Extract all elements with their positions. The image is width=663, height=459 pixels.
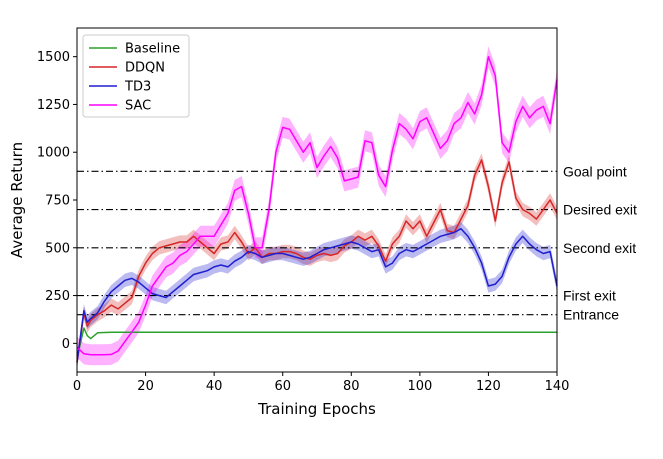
series-line [76, 55, 558, 356]
x-axis-label: Training Epochs [257, 400, 376, 418]
legend-label: SAC [125, 99, 151, 114]
x-tick-label: 0 [73, 379, 81, 394]
x-axis-ticks: 0 20 40 60 80 100 120 140 [73, 372, 570, 394]
reference-label: First exit [563, 288, 616, 304]
y-tick-label: 500 [45, 241, 70, 256]
y-axis-ticks: 0 250 500 750 1000 1250 1500 [37, 50, 77, 352]
y-tick-label: 1000 [37, 146, 70, 161]
legend-label: DDQN [125, 61, 165, 76]
legend-label: Baseline [125, 42, 180, 57]
confidence-bands [77, 46, 557, 370]
x-tick-label: 40 [206, 379, 223, 394]
y-tick-label: 1500 [37, 50, 70, 65]
x-tick-label: 100 [407, 379, 432, 394]
y-tick-label: 250 [45, 289, 70, 304]
y-tick-label: 750 [45, 194, 70, 209]
confidence-band [77, 46, 557, 366]
confidence-band [77, 222, 557, 370]
y-tick-label: 0 [62, 337, 70, 352]
confidence-band [77, 153, 557, 370]
reference-label: Second exit [563, 240, 636, 256]
series-line [76, 159, 558, 363]
y-axis-label: Average Return [8, 142, 26, 258]
y-tick-label: 1250 [37, 98, 70, 113]
x-tick-label: 140 [545, 379, 570, 394]
x-tick-label: 60 [274, 379, 291, 394]
series-lines [76, 55, 558, 363]
reference-label: Desired exit [563, 202, 637, 218]
x-tick-label: 80 [343, 379, 360, 394]
series-line [76, 227, 558, 363]
x-tick-label: 120 [476, 379, 501, 394]
x-tick-label: 20 [137, 379, 154, 394]
series-line [76, 327, 557, 359]
reference-label: Goal point [563, 163, 627, 179]
legend-box [82, 34, 190, 118]
reference-label: Entrance [563, 307, 619, 323]
legend-label: TD3 [124, 80, 151, 95]
reference-labels: Goal point Desired exit Second exit First e… [563, 163, 637, 322]
legend: Baseline DDQN TD3 SAC [82, 34, 190, 118]
